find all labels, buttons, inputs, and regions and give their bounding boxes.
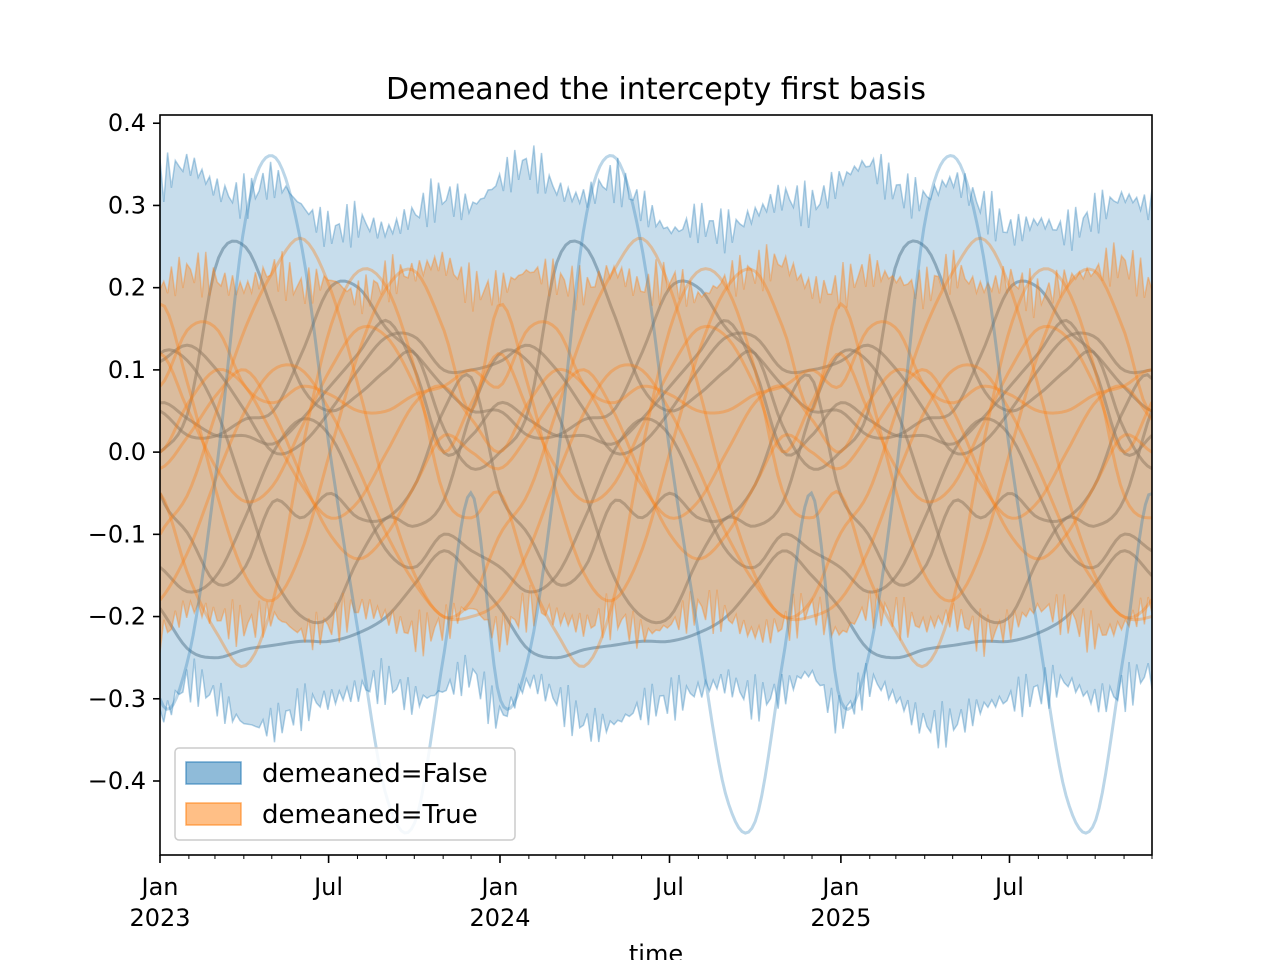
axes-frame bbox=[159, 114, 1153, 856]
y-tick-label: 0.0 bbox=[108, 438, 146, 466]
line-demeaned-true-4 bbox=[160, 367, 1152, 520]
line-demeaned-false-5 bbox=[160, 331, 1152, 456]
legend-box bbox=[174, 747, 516, 841]
plot-area bbox=[160, 145, 1152, 835]
legend-swatch-true bbox=[185, 802, 242, 826]
band-demeaned-true bbox=[160, 242, 1152, 657]
band-demeaned-false bbox=[160, 145, 1152, 749]
line-demeaned-false-7 bbox=[160, 318, 1152, 457]
line-demeaned-false-3 bbox=[160, 372, 1152, 587]
x-tick-label-year: 2023 bbox=[129, 904, 190, 932]
legend-swatch-false bbox=[185, 761, 242, 785]
x-tick-label-year: 2024 bbox=[469, 904, 530, 932]
line-annual-wave bbox=[160, 154, 1152, 835]
line-demeaned-true-7 bbox=[160, 368, 1152, 561]
line-demeaned-false-4 bbox=[160, 279, 1152, 440]
legend-label-false: demeaned=False bbox=[262, 759, 488, 789]
x-axis: Jan 2023 Jul Jan 2024 Jul Jan 2025 Jul bbox=[129, 855, 1153, 932]
x-tick-label: Jan bbox=[820, 873, 859, 901]
line-demeaned-true-1 bbox=[160, 267, 1152, 669]
y-tick-label: −0.4 bbox=[88, 767, 146, 795]
x-axis-label: time bbox=[629, 940, 683, 960]
y-tick-label: −0.1 bbox=[88, 520, 146, 548]
line-demeaned-true-2 bbox=[160, 267, 1152, 603]
x-tick-label: Jan bbox=[479, 873, 518, 901]
y-tick-label: −0.2 bbox=[88, 603, 146, 631]
y-tick-label: 0.1 bbox=[108, 356, 146, 384]
line-demeaned-true-0 bbox=[160, 320, 1152, 415]
line-demeaned-false-6 bbox=[160, 417, 1152, 594]
chart-title: Demeaned the intercepty first basis bbox=[386, 72, 926, 107]
legend-label-true: demeaned=True bbox=[262, 800, 478, 830]
line-demeaned-true-5 bbox=[160, 363, 1152, 622]
x-tick-label-year: 2025 bbox=[810, 904, 871, 932]
line-demeaned-true-6 bbox=[160, 324, 1152, 504]
y-tick-label: −0.3 bbox=[88, 685, 146, 713]
legend: demeaned=False demeaned=True bbox=[174, 747, 516, 841]
x-tick-label: Jan bbox=[140, 873, 179, 901]
line-demeaned-false-2 bbox=[160, 348, 1152, 625]
y-tick-label: 0.4 bbox=[108, 109, 146, 137]
y-tick-label: 0.3 bbox=[108, 191, 146, 219]
x-tick-label: Jul bbox=[653, 873, 684, 901]
y-tick-label: 0.2 bbox=[108, 274, 146, 302]
x-tick-label: Jul bbox=[312, 873, 343, 901]
line-demeaned-true-3 bbox=[160, 236, 1152, 620]
y-axis: 0.4 0.3 0.2 0.1 0.0 −0.1 −0.2 −0.3 −0.4 bbox=[88, 109, 160, 795]
line-demeaned-false-0 bbox=[160, 549, 1152, 660]
x-tick-label: Jul bbox=[993, 873, 1024, 901]
